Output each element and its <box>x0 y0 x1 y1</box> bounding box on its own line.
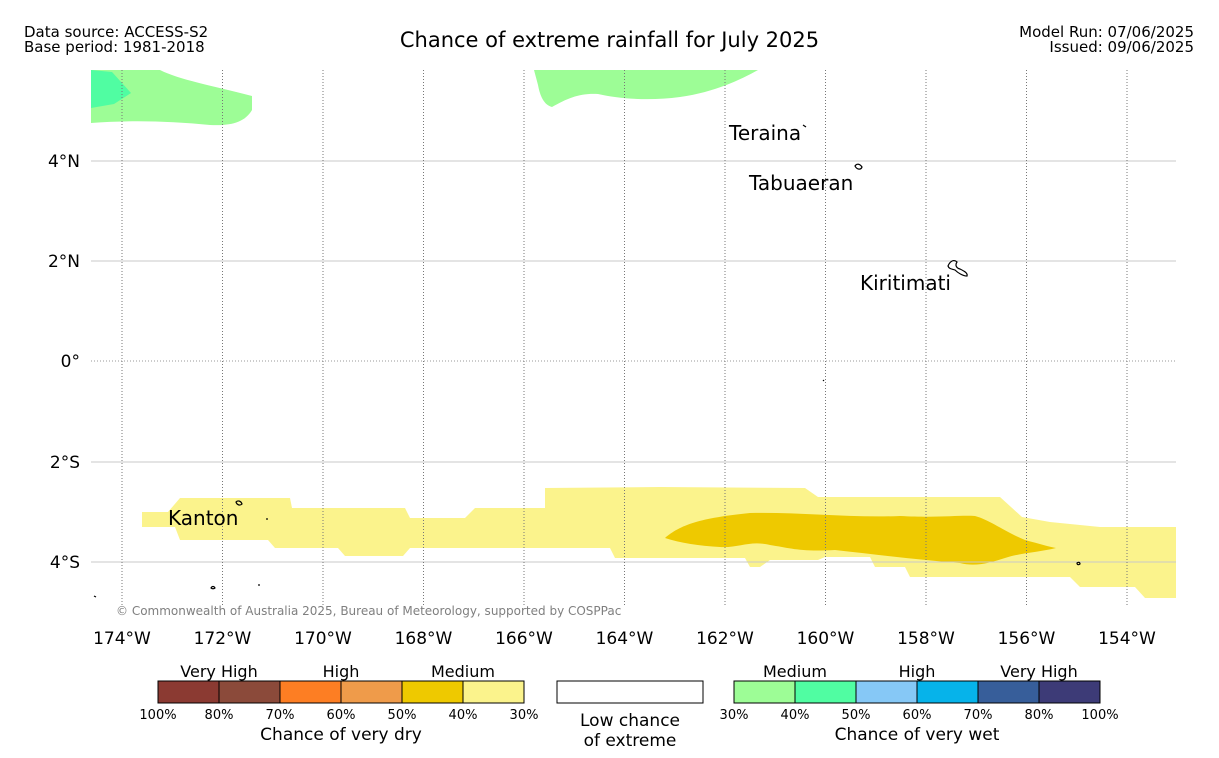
graticule <box>91 70 1176 605</box>
base-period-text: Base period: 1981-2018 <box>24 38 205 56</box>
shading-layer <box>91 70 1176 598</box>
legend-dry-group: High <box>323 662 360 681</box>
island-tabuaeran <box>854 163 863 170</box>
latitude-label: 2°N <box>48 252 80 272</box>
longitude-label: 174°W <box>93 629 151 649</box>
island-teraina <box>802 124 807 128</box>
longitude-label: 162°W <box>696 629 754 649</box>
wet-medium-area-central <box>534 70 758 107</box>
legend-wet-swatch <box>733 680 796 704</box>
longitude-label: 158°W <box>897 629 955 649</box>
legend-wet-tick: 60% <box>903 708 932 723</box>
legend-wet-swatch <box>855 680 918 704</box>
latitude-label: 2°S <box>50 453 80 473</box>
legend-wet-group: Very High <box>1000 662 1077 681</box>
legend-dry-swatch <box>401 680 464 704</box>
island-small-2 <box>210 585 216 590</box>
dry-medium-high-area <box>665 512 1056 565</box>
legend-dry-tick: 80% <box>205 708 234 723</box>
legend-dry-tick: 100% <box>139 708 176 723</box>
legend-wet-tick: 70% <box>964 708 993 723</box>
copyright-text: © Commonwealth of Australia 2025, Bureau… <box>116 604 621 618</box>
island-small-5 <box>822 379 825 382</box>
legend-dry-swatch <box>340 680 403 704</box>
legend-dry-swatch <box>462 680 525 704</box>
header-right: Model Run: 07/06/2025 Issued: 09/06/2025 <box>1019 25 1194 55</box>
legend-dry-tick: 30% <box>510 708 539 723</box>
data-source-text: Data source: ACCESS-S2 <box>24 23 209 41</box>
legend-wet-swatch <box>794 680 857 704</box>
legend-low-chance-line2: of extreme <box>584 731 677 751</box>
header-left: Data source: ACCESS-S2 Base period: 1981… <box>24 25 208 55</box>
legend-dry-tick: 50% <box>388 708 417 723</box>
axis-labels: 4°N 2°N 0° 2°S 4°S 174°W 172°W 170°W 168°W 166°W 1… <box>48 152 1156 649</box>
issued-text: Issued: 09/06/2025 <box>1049 38 1194 56</box>
latitude-label: 4°S <box>50 553 80 573</box>
legend-dry-tick: 70% <box>266 708 295 723</box>
longitude-label: 164°W <box>596 629 654 649</box>
legend-low-chance-line1: Low chance <box>580 711 680 731</box>
place-label-kanton: Kanton <box>168 506 238 530</box>
longitude-label: 160°W <box>797 629 855 649</box>
longitude-label: 168°W <box>395 629 453 649</box>
longitude-label: 156°W <box>998 629 1056 649</box>
legend-wet-group: Medium <box>763 662 827 681</box>
island-small-6 <box>1076 561 1081 566</box>
wet-medium-high-area-west <box>91 70 131 108</box>
legend-dry-title: Chance of very dry <box>260 725 422 745</box>
legend-wet-group: High <box>899 662 936 681</box>
place-label-teraina: Teraina <box>728 121 801 145</box>
legend-wet-title: Chance of very wet <box>835 725 1000 745</box>
page-title: Chance of extreme rainfall for July 2025 <box>399 28 820 52</box>
latitude-label: 0° <box>61 352 80 372</box>
legend-dry-tick: 60% <box>327 708 356 723</box>
legend-dry-swatch <box>218 680 281 704</box>
place-label-kiritimati: Kiritimati <box>860 271 951 295</box>
longitude-label: 154°W <box>1098 629 1156 649</box>
longitude-label: 170°W <box>294 629 352 649</box>
longitude-label: 166°W <box>495 629 553 649</box>
island-small-4 <box>93 595 97 598</box>
legend-low-chance-swatch <box>556 680 704 704</box>
legend-dry-swatch <box>157 680 220 704</box>
legend-wet-tick: 30% <box>720 708 749 723</box>
island-kiritimati <box>947 260 968 277</box>
legend-wet-swatch <box>916 680 979 704</box>
place-label-tabuaeran: Tabuaeran <box>748 171 853 195</box>
wet-medium-area-west <box>91 70 252 126</box>
legend-wet-tick: 50% <box>842 708 871 723</box>
legend-wet-tick: 80% <box>1025 708 1054 723</box>
legend-wet-tick: 40% <box>781 708 810 723</box>
legend-wet-tick: 100% <box>1081 708 1118 723</box>
legend-wet-swatch <box>977 680 1040 704</box>
islands <box>93 124 1081 598</box>
latitude-label: 4°N <box>48 152 80 172</box>
legend-dry-group: Very High <box>180 662 257 681</box>
legend: 100% 80% 70% 60% 50% 40% 30% Very High High Mediu… <box>139 662 1118 745</box>
legend-wet-swatch <box>1038 680 1101 704</box>
island-kanton <box>235 500 243 506</box>
dry-medium-band <box>142 487 1176 598</box>
model-run-text: Model Run: 07/06/2025 <box>1019 23 1194 41</box>
longitude-label: 172°W <box>194 629 252 649</box>
legend-dry-tick: 40% <box>449 708 478 723</box>
legend-dry-group: Medium <box>431 662 495 681</box>
legend-dry-swatch <box>279 680 342 704</box>
